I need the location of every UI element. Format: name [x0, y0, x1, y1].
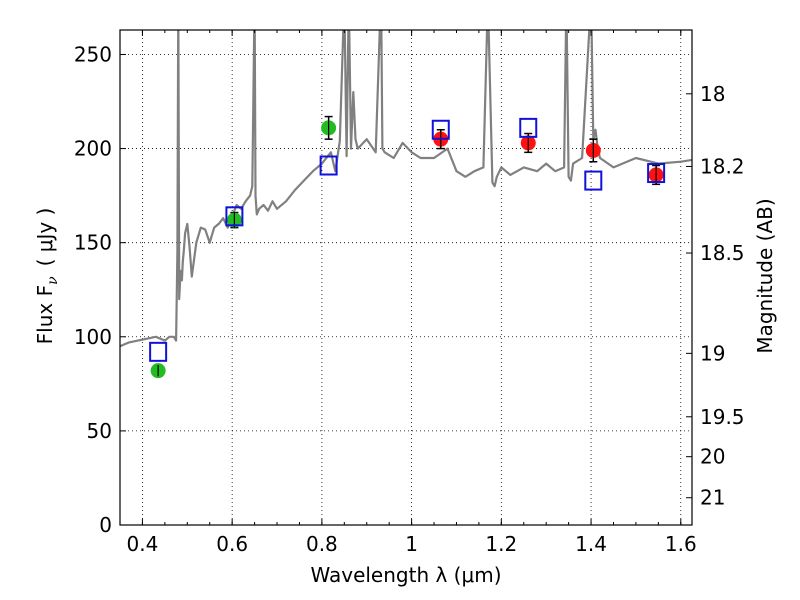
x-tick-label: 0.6: [216, 532, 248, 556]
model-square: [149, 341, 168, 362]
x-tick-label: 1.4: [575, 532, 607, 556]
x-tick-label: 0.8: [306, 532, 338, 556]
plot-frame: [119, 29, 693, 526]
y-axis-title-subscript: ν: [45, 276, 61, 285]
right-tick-label: 19: [700, 341, 725, 365]
labels-layer: 0.4 0.6 0.8 1 1.2 1.4 1.6 0 50 100 150 200 250 18 18.2…: [74, 42, 745, 556]
y-tick-label: 50: [87, 419, 112, 443]
model-square: [519, 117, 538, 138]
x-tick-label: 1.2: [485, 532, 517, 556]
y-tick-label: 200: [74, 137, 112, 161]
y-tick-label: 0: [99, 513, 112, 537]
y-axis-title-main: Flux F: [33, 285, 57, 344]
y-axis-title-unit: ( μJy ): [33, 208, 57, 267]
right-tick-label: 19.5: [700, 405, 745, 429]
model-square: [431, 119, 450, 140]
y-axis-title: Flux Fν ( μJy ): [33, 208, 61, 345]
y-tick-label: 100: [74, 325, 112, 349]
x-tick-label: 0.4: [127, 532, 159, 556]
model-square: [584, 170, 603, 191]
grid-layer: [120, 30, 692, 526]
model-square: [647, 163, 666, 184]
spectrum-line: [120, 30, 692, 348]
y-tick-label: 250: [74, 42, 112, 66]
right-tick-label: 18: [700, 82, 725, 106]
x-tick-label: 1.6: [665, 532, 697, 556]
model-square: [319, 155, 338, 176]
right-tick-label: 18.2: [700, 154, 745, 178]
model-square: [225, 206, 244, 227]
x-tick-label: 1: [405, 532, 418, 556]
right-tick-label: 21: [700, 486, 725, 510]
axes-layer: [119, 29, 693, 526]
right-axis-title: Magnitude (AB): [753, 198, 777, 353]
y-tick-label: 150: [74, 231, 112, 255]
right-tick-label: 18.5: [700, 241, 745, 265]
right-tick-label: 20: [700, 445, 725, 469]
data-layer: [120, 30, 692, 379]
svg-text:Flux Fν( μJy ): Flux Fν ( μJy ): [33, 208, 61, 345]
x-axis-title: Wavelength λ (μm): [310, 563, 501, 587]
